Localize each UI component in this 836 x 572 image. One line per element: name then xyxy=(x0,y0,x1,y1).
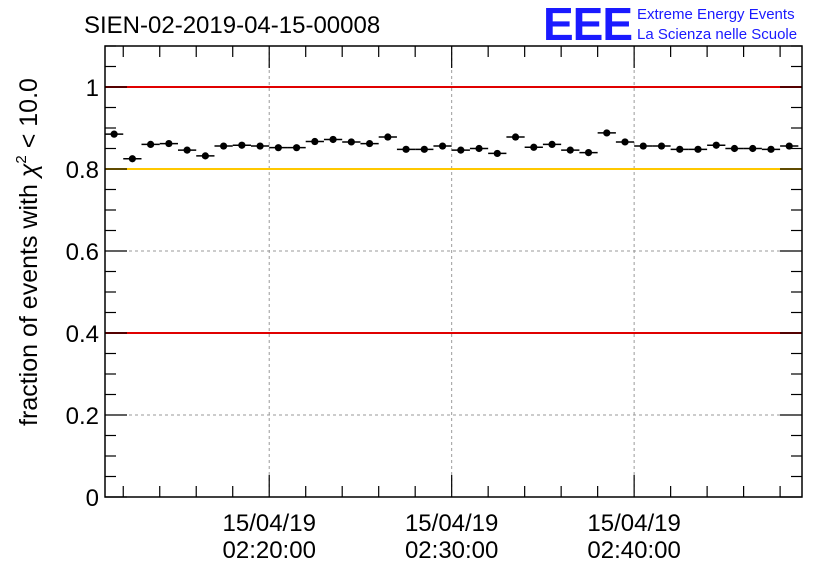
data-point xyxy=(165,139,173,148)
x-tick-label-time: 02:40:00 xyxy=(587,537,680,564)
data-point xyxy=(347,138,355,146)
data-point xyxy=(311,137,319,146)
data-point xyxy=(730,144,739,153)
data-point xyxy=(274,144,282,152)
data-point xyxy=(201,152,209,160)
x-tick-label-date: 15/04/19 xyxy=(223,510,316,537)
y-tick-label: 1 xyxy=(86,75,99,102)
y-axis-label-symbol: χ xyxy=(15,163,43,179)
x-tick-label-time: 02:20:00 xyxy=(223,537,316,564)
data-point xyxy=(621,138,629,146)
y-tick-label: 0.4 xyxy=(66,321,99,348)
y-axis-label: fraction of events with χ2 < 10.0 xyxy=(13,78,43,426)
data-points xyxy=(105,129,799,163)
data-point xyxy=(183,146,191,154)
data-point xyxy=(420,145,428,153)
data-point xyxy=(365,139,374,148)
data-point xyxy=(219,142,228,150)
axes xyxy=(104,45,803,498)
data-point xyxy=(785,142,793,150)
data-point xyxy=(475,144,483,153)
data-point xyxy=(329,135,337,144)
y-axis-label-prefix: fraction of events with xyxy=(15,177,43,426)
data-point xyxy=(639,142,647,150)
data-point xyxy=(584,149,593,157)
x-tick-labels: 15/04/1902:20:0015/04/1902:30:0015/04/19… xyxy=(223,510,681,564)
data-point xyxy=(438,142,447,150)
data-point xyxy=(384,133,392,141)
y-axis-label-superscript: 2 xyxy=(13,155,30,163)
data-point xyxy=(292,144,301,152)
logo-mark: EEE xyxy=(543,0,632,50)
data-point xyxy=(110,130,118,138)
data-point xyxy=(128,155,136,163)
data-point xyxy=(238,141,246,149)
y-tick-label: 0 xyxy=(86,485,99,512)
data-point xyxy=(566,146,574,154)
data-point xyxy=(402,145,410,153)
data-point xyxy=(147,140,155,148)
x-tick-label-time: 02:30:00 xyxy=(405,537,498,564)
data-point xyxy=(511,133,520,141)
y-tick-label: 0.6 xyxy=(66,239,99,266)
data-point xyxy=(256,142,264,150)
data-point xyxy=(694,145,702,153)
eee-logo: EEE Extreme Energy Events La Scienza nel… xyxy=(543,0,797,50)
x-tick-label-date: 15/04/19 xyxy=(587,510,680,537)
data-point xyxy=(676,145,684,153)
data-point xyxy=(530,143,538,151)
data-point xyxy=(548,140,556,148)
data-point xyxy=(457,146,465,154)
data-point xyxy=(749,144,757,153)
data-point xyxy=(603,129,611,137)
data-point xyxy=(657,142,666,150)
data-point xyxy=(493,149,501,158)
y-axis-label-suffix: < 10.0 xyxy=(15,78,43,155)
data-point xyxy=(712,141,720,149)
logo-text-line2: La Scienza nelle Scuole xyxy=(637,26,797,43)
x-tick-label-date: 15/04/19 xyxy=(405,510,498,537)
logo-text-line1: Extreme Energy Events xyxy=(637,6,795,23)
y-tick-labels: 0 0.2 0.4 0.6 0.8 1 xyxy=(66,75,99,512)
y-tick-label: 0.8 xyxy=(66,157,99,184)
y-tick-label: 0.2 xyxy=(66,403,99,430)
chart-title: SIEN-02-2019-04-15-00008 xyxy=(84,12,380,39)
reference-lines xyxy=(105,86,802,334)
data-point xyxy=(767,145,775,153)
